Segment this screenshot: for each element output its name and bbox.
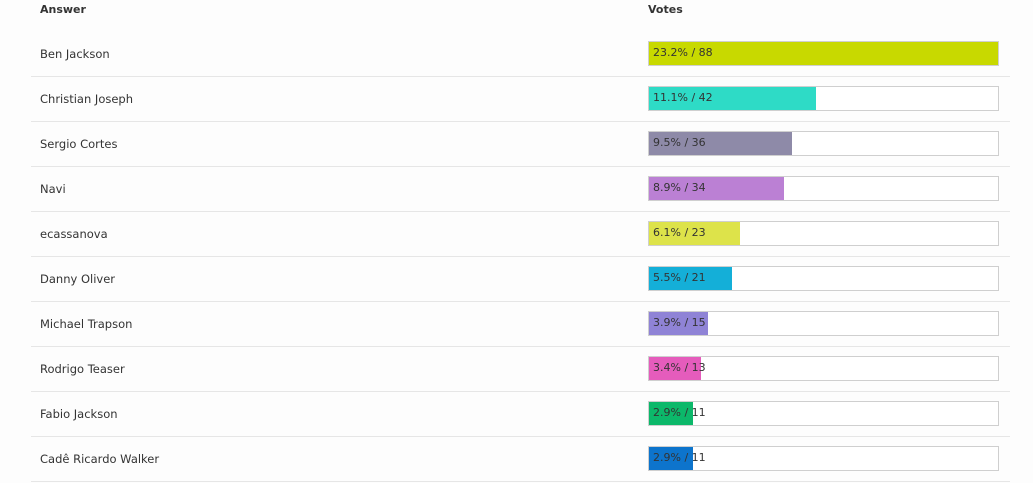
table-row: Rodrigo Teaser 3.4% / 13 [31,347,1010,392]
table-row: Ben Jackson 23.2% / 88 [31,32,1010,77]
answer-label: ecassanova [40,227,108,241]
vote-bar: 2.9% / 11 [648,401,999,426]
vote-count-label: 2.9% / 11 [653,451,706,464]
table-row: ecassanova 6.1% / 23 [31,212,1010,257]
answer-label: Ben Jackson [40,47,110,61]
votes-column-header: Votes [648,3,683,16]
answer-label: Fabio Jackson [40,407,118,421]
vote-bar-fill [649,312,709,335]
table-row: Christian Joseph 11.1% / 42 [31,77,1010,122]
answer-label: Navi [40,182,66,196]
table-row: Michael Trapson 3.9% / 15 [31,302,1010,347]
table-row: Fabio Jackson 2.9% / 11 [31,392,1010,437]
vote-count-label: 2.9% / 11 [653,406,706,419]
vote-bar: 5.5% / 21 [648,266,999,291]
vote-bar: 23.2% / 88 [648,41,999,66]
vote-count-label: 23.2% / 88 [653,46,713,59]
table-body: Ben Jackson 23.2% / 88 Christian Joseph 11.… [31,32,1010,482]
vote-count-label: 3.4% / 13 [653,361,706,374]
answer-label: Danny Oliver [40,272,115,286]
table-row: Danny Oliver 5.5% / 21 [31,257,1010,302]
vote-bar: 11.1% / 42 [648,86,999,111]
vote-bar-fill [649,222,741,245]
answer-label: Cadê Ricardo Walker [40,452,160,466]
vote-bar: 8.9% / 34 [648,176,999,201]
vote-count-label: 5.5% / 21 [653,271,706,284]
vote-bar-fill [649,447,693,470]
vote-bar: 9.5% / 36 [648,131,999,156]
vote-bar-fill [649,267,733,290]
vote-bar: 3.4% / 13 [648,356,999,381]
vote-count-label: 8.9% / 34 [653,181,706,194]
table-row: Sergio Cortes 9.5% / 36 [31,122,1010,167]
answer-label: Sergio Cortes [40,137,118,151]
vote-bar-fill [649,132,792,155]
vote-count-label: 3.9% / 15 [653,316,706,329]
answer-column-header: Answer [40,3,86,16]
vote-bar: 6.1% / 23 [648,221,999,246]
table-row: Navi 8.9% / 34 [31,167,1010,212]
vote-bar-fill [649,42,998,65]
vote-count-label: 11.1% / 42 [653,91,713,104]
vote-count-label: 9.5% / 36 [653,136,706,149]
vote-bar-fill [649,177,784,200]
poll-results-table: Answer Votes Ben Jackson 23.2% / 88 Christ… [31,0,1010,482]
answer-label: Christian Joseph [40,92,134,106]
vote-bar-fill [649,357,701,380]
table-header: Answer Votes [31,0,1010,32]
table-row: Cadê Ricardo Walker 2.9% / 11 [31,437,1010,482]
vote-bar-fill [649,402,693,425]
vote-count-label: 6.1% / 23 [653,226,706,239]
answer-label: Michael Trapson [40,317,133,331]
vote-bar: 3.9% / 15 [648,311,999,336]
vote-bar: 2.9% / 11 [648,446,999,471]
answer-label: Rodrigo Teaser [40,362,125,376]
vote-bar-fill [649,87,816,110]
